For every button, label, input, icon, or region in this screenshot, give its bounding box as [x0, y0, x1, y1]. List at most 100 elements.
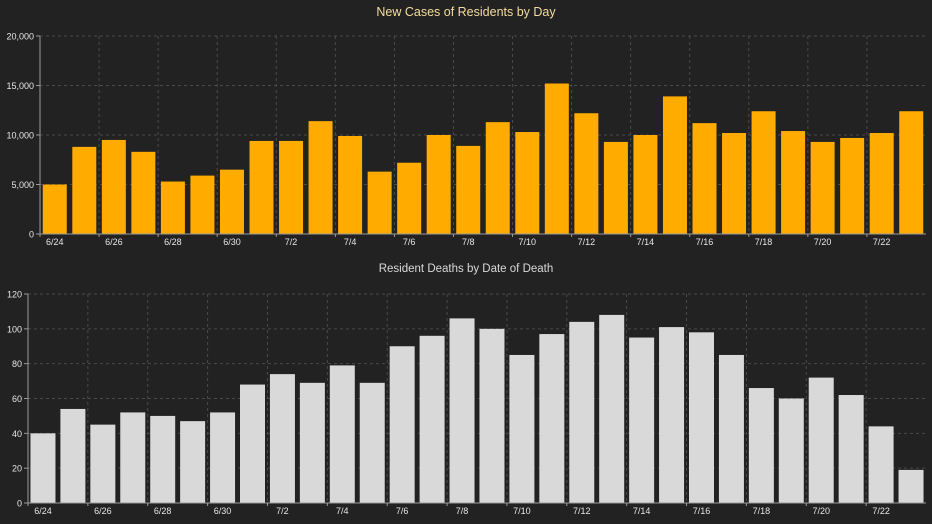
cases-bar-7-12[interactable]: [574, 113, 599, 234]
deaths-ytick-label: 60: [12, 394, 22, 404]
cases-bar-7-5[interactable]: [367, 171, 392, 234]
cases-xtick-label: 6/28: [164, 237, 182, 247]
cases-bar-7-2[interactable]: [279, 140, 304, 234]
cases-xtick-label: 7/22: [873, 237, 891, 247]
deaths-xtick-label: 7/6: [396, 506, 409, 516]
deaths-xtick-label: 7/12: [573, 506, 591, 516]
deaths-bar-7-14[interactable]: [629, 337, 655, 503]
cases-xtick-label: 7/12: [578, 237, 596, 247]
deaths-bar-7-9[interactable]: [479, 328, 505, 503]
deaths-bar-6-28[interactable]: [150, 415, 176, 503]
deaths-bar-7-1[interactable]: [240, 384, 265, 503]
cases-bar-7-22[interactable]: [869, 133, 894, 234]
deaths-bar-7-18[interactable]: [748, 388, 774, 503]
cases-bar-7-14[interactable]: [633, 135, 658, 234]
deaths-bar-7-2[interactable]: [269, 374, 295, 503]
cases-bar-7-8[interactable]: [456, 145, 481, 234]
cases-xtick-label: 7/18: [755, 237, 773, 247]
deaths-bar-7-7[interactable]: [419, 335, 445, 503]
cases-bar-7-18[interactable]: [751, 111, 776, 234]
deaths-bar-7-11[interactable]: [539, 334, 565, 503]
cases-bar-7-1[interactable]: [249, 140, 274, 234]
deaths-bar-7-6[interactable]: [389, 346, 415, 503]
cases-xtick-label: 7/8: [462, 237, 475, 247]
deaths-bar-7-19[interactable]: [778, 398, 804, 504]
cases-xtick-label: 7/20: [814, 237, 832, 247]
cases-bar-7-13[interactable]: [603, 141, 628, 234]
cases-bar-7-21[interactable]: [840, 137, 865, 234]
cases-bar-7-11[interactable]: [544, 83, 569, 235]
deaths-bar-7-13[interactable]: [599, 314, 625, 503]
deaths-bar-7-16[interactable]: [689, 332, 714, 503]
deaths-bar-7-4[interactable]: [329, 365, 355, 503]
deaths-bar-7-22[interactable]: [868, 426, 894, 503]
deaths-xtick-label: 7/10: [513, 506, 531, 516]
cases-bar-7-15[interactable]: [662, 96, 687, 234]
deaths-xtick-label: 6/26: [94, 506, 112, 516]
cases-bar-7-6[interactable]: [397, 162, 422, 234]
cases-ytick-label: 5,000: [11, 180, 34, 190]
deaths-ytick-label: 80: [12, 359, 22, 369]
cases-bar-6-30[interactable]: [219, 169, 244, 234]
cases-bar-6-24[interactable]: [42, 184, 67, 235]
cases-bar-7-10[interactable]: [515, 132, 540, 234]
cases-bar-6-26[interactable]: [101, 139, 126, 234]
deaths-xtick-label: 6/28: [154, 506, 172, 516]
deaths-bar-7-17[interactable]: [718, 354, 744, 503]
deaths-bar-7-12[interactable]: [569, 321, 595, 503]
cases-ytick-label: 20,000: [6, 32, 34, 42]
cases-xtick-label: 7/6: [403, 237, 416, 247]
deaths-bar-7-3[interactable]: [299, 382, 325, 503]
cases-bar-6-27[interactable]: [131, 151, 156, 234]
deaths-bar-7-8[interactable]: [449, 318, 475, 503]
deaths-bar-6-25[interactable]: [60, 408, 86, 503]
cases-xtick-label: 7/4: [344, 237, 357, 247]
deaths-bar-7-21[interactable]: [838, 395, 864, 503]
cases-xtick-label: 6/26: [105, 237, 123, 247]
deaths-bar-6-26[interactable]: [90, 424, 116, 503]
deaths-ytick-label: 0: [17, 499, 22, 509]
deaths-bar-6-29[interactable]: [180, 421, 206, 503]
deaths-xtick-label: 7/20: [812, 506, 830, 516]
cases-bar-7-23[interactable]: [899, 111, 924, 234]
cases-ytick-label: 15,000: [6, 81, 34, 91]
deaths-bar-7-10[interactable]: [509, 354, 535, 503]
deaths-ytick-label: 120: [7, 290, 22, 300]
deaths-xtick-label: 7/4: [336, 506, 349, 516]
deaths-xtick-label: 7/18: [753, 506, 771, 516]
deaths-bar-7-5[interactable]: [359, 382, 385, 503]
deaths-ytick-label: 20: [12, 464, 22, 474]
deaths-xtick-label: 7/16: [693, 506, 711, 516]
cases-xtick-label: 7/10: [519, 237, 537, 247]
deaths-xtick-label: 7/14: [633, 506, 651, 516]
deaths-xtick-label: 6/24: [34, 506, 52, 516]
cases-bar-7-3[interactable]: [308, 121, 333, 234]
cases-bar-7-7[interactable]: [426, 135, 451, 234]
cases-xtick-label: 6/30: [223, 237, 241, 247]
cases-bar-7-17[interactable]: [722, 133, 747, 234]
deaths-bar-6-24[interactable]: [30, 433, 56, 503]
cases-bar-7-9[interactable]: [485, 122, 510, 234]
deaths-bar-7-20[interactable]: [808, 377, 834, 503]
cases-xtick-label: 6/24: [46, 237, 64, 247]
cases-bar-7-20[interactable]: [810, 141, 835, 234]
cases-bar-6-29[interactable]: [190, 175, 215, 234]
cases-ytick-label: 0: [29, 230, 34, 240]
cases-xtick-label: 7/2: [285, 237, 298, 247]
deaths-bar-7-23[interactable]: [898, 469, 924, 503]
cases-bar-7-4[interactable]: [338, 135, 363, 234]
deaths-bar-7-15[interactable]: [659, 327, 685, 503]
cases-bar-6-28[interactable]: [160, 181, 185, 234]
cases-bar-7-16[interactable]: [692, 123, 717, 234]
cases-bar-6-25[interactable]: [72, 146, 97, 234]
cases-xtick-label: 7/16: [696, 237, 714, 247]
deaths-xtick-label: 7/2: [276, 506, 289, 516]
deaths-bar-6-30[interactable]: [210, 412, 236, 503]
cases-ytick-label: 10,000: [6, 131, 34, 141]
deaths-chart-title: Resident Deaths by Date of Death: [379, 263, 554, 275]
cases-bar-7-19[interactable]: [781, 131, 806, 234]
deaths-xtick-label: 7/22: [872, 506, 890, 516]
deaths-bar-6-27[interactable]: [120, 412, 146, 503]
